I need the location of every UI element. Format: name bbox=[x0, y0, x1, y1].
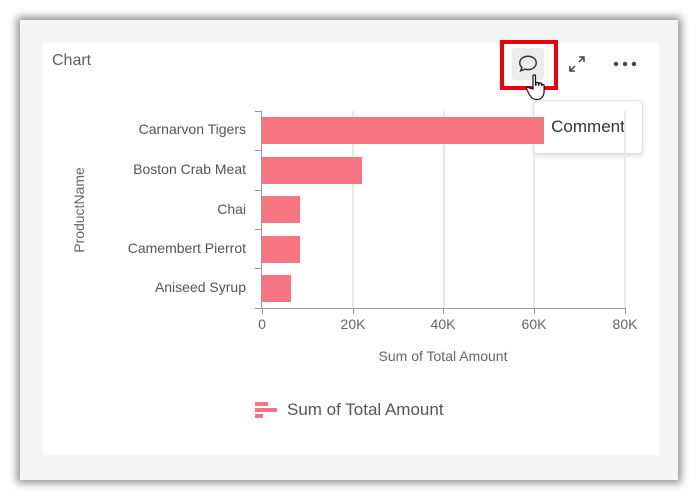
x-tick-label: 80K bbox=[612, 316, 638, 332]
more-icon bbox=[613, 61, 637, 67]
bar-aniseed-syrup[interactable] bbox=[262, 275, 291, 302]
plot-area bbox=[262, 111, 626, 308]
hand-cursor-icon bbox=[525, 74, 545, 101]
expand-button[interactable] bbox=[565, 52, 589, 76]
comment-icon bbox=[519, 55, 537, 73]
y-axis-title: ProductName bbox=[71, 167, 87, 253]
x-tick bbox=[262, 308, 263, 314]
gridline bbox=[533, 111, 535, 308]
x-tick-label: 60K bbox=[521, 316, 547, 332]
x-axis-title: Sum of Total Amount bbox=[378, 348, 508, 364]
x-tick-label: 0 bbox=[258, 316, 266, 332]
x-tick bbox=[443, 308, 444, 314]
bar-boston-crab-meat[interactable] bbox=[262, 157, 362, 184]
category-label: Camembert Pierrot bbox=[127, 240, 246, 256]
gridline bbox=[624, 111, 626, 308]
x-tick bbox=[353, 308, 354, 314]
y-tick bbox=[255, 111, 262, 112]
y-tick bbox=[255, 268, 262, 269]
legend-label: Sum of Total Amount bbox=[287, 400, 444, 419]
x-tick bbox=[534, 308, 535, 314]
bar-series-icon bbox=[255, 402, 277, 418]
category-label: Aniseed Syrup bbox=[154, 279, 246, 295]
category-label: Boston Crab Meat bbox=[133, 161, 246, 177]
legend-item[interactable]: Sum of Total Amount bbox=[255, 400, 444, 420]
x-tick-label: 40K bbox=[430, 316, 456, 332]
gridline bbox=[443, 111, 445, 308]
y-tick bbox=[255, 229, 262, 230]
comment-button[interactable] bbox=[512, 48, 544, 80]
x-tick-label: 20K bbox=[340, 316, 366, 332]
bar-carnarvon-tigers[interactable] bbox=[262, 117, 544, 144]
bar-camembert-pierrot[interactable] bbox=[262, 236, 300, 263]
y-tick bbox=[255, 150, 262, 151]
bar-chai[interactable] bbox=[262, 196, 300, 223]
more-options-button[interactable] bbox=[611, 52, 639, 76]
x-axis-line bbox=[255, 308, 626, 309]
expand-icon bbox=[569, 56, 585, 72]
gridline bbox=[352, 111, 354, 308]
x-tick bbox=[625, 308, 626, 314]
category-label: Chai bbox=[217, 201, 246, 217]
y-axis-line bbox=[261, 111, 262, 308]
widget-title: Chart bbox=[52, 52, 92, 69]
category-label: Carnarvon Tigers bbox=[138, 121, 246, 137]
y-tick bbox=[255, 190, 262, 191]
